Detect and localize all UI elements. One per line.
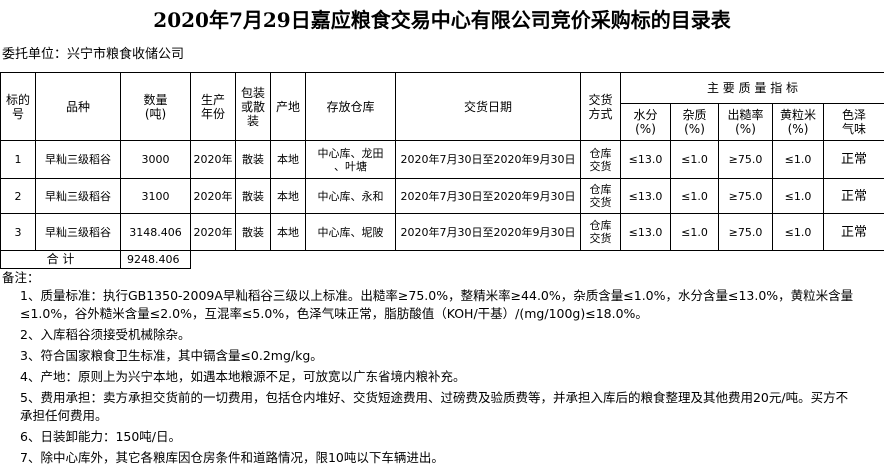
empty-cell (236, 251, 271, 269)
header-cell: 存放仓库 (305, 72, 396, 141)
table-cell: 仓库 交货 (580, 140, 621, 179)
table-row: 3 早籼三级稻谷 3148.406 2020年 散装 本地 中心库、坭陂 2020年7月30日… (0, 213, 884, 251)
table-body: 1 早籼三级稻谷 3000 2020年 散装 本地 中心库、龙田 、叶塘 2020年7月30日… (0, 140, 884, 269)
table-cell: 2020年7月30日至2020年9月30日 (395, 213, 581, 251)
table-cell: 1 (0, 140, 36, 179)
table-cell: 仓库 交货 (580, 178, 621, 214)
table-cell: ≤1.0 (670, 178, 719, 214)
table-header: 标的 号品种 数量 (吨) 生产 年份 包装 或散 装产地 存放仓库 交货日期 交货 方式主… (0, 72, 884, 141)
empty-cell (581, 251, 621, 269)
table-cell: ≤1.0 (772, 178, 824, 214)
note: 4、产地：原则上为兴宁本地，如遇本地粮源不足，可放宽以广东省境内粮补充。 (20, 369, 466, 384)
table-cell: 3148.406 (120, 213, 191, 251)
table-cell: 中心库、坭陂 (305, 213, 396, 251)
empty-cell (773, 251, 824, 269)
note: 1、质量标准：执行GB1350-2009A早籼稻谷三级以上标准。出糙率≥75.0… (20, 288, 854, 321)
table-cell: 2020年 (190, 140, 236, 179)
table-cell: 2020年7月30日至2020年9月30日 (395, 140, 581, 179)
table-cell: 中心库、永和 (305, 178, 396, 214)
note: 7、除中心库外，其它各粮库因仓房条件和道路情况，限10吨以下车辆进出。 (20, 450, 444, 465)
empty-cell (824, 251, 884, 269)
quality-subheader: 色泽 气味 (822, 103, 884, 141)
header-cell: 数量 (吨) (120, 72, 191, 141)
entrust: 委托单位：兴宁市粮食收储公司 (2, 47, 185, 62)
table-cell: 散装 (235, 178, 271, 214)
header-cell: 交货日期 (395, 72, 581, 141)
total-value: 9248.406 (120, 250, 191, 269)
table-row: 1 早籼三级稻谷 3000 2020年 散装 本地 中心库、龙田 、叶塘 2020年7月30日… (0, 140, 884, 179)
table-cell: 2020年 (190, 213, 236, 251)
total-row: 合 计 9248.406 (0, 250, 884, 269)
empty-cell (671, 251, 719, 269)
table-cell: ≥75.0 (718, 140, 773, 179)
note: 5、费用承担：卖方承担交货前的一切费用，包括仓内堆好、交货短途费用、过磅费及验质… (20, 390, 849, 423)
header-cell: 标的 号 (0, 72, 36, 141)
table-cell: 早籼三级稻谷 (35, 178, 121, 214)
quality-subheader: 杂质 (%) (670, 103, 719, 141)
empty-cell (621, 251, 671, 269)
header-cell: 交货 方式 (580, 72, 621, 141)
table-cell: 中心库、龙田 、叶塘 (305, 140, 396, 179)
empty-cell (719, 251, 773, 269)
notes: 备注： 1、质量标准：执行GB1350-2009A早籼稻谷三级以上标准。出糙率≥… (0, 269, 884, 467)
table-cell: ≥75.0 (718, 213, 773, 251)
note: 2、入库稻谷须接受机械除杂。 (20, 327, 191, 342)
quality-subheader: 出糙率 (%) (718, 103, 773, 141)
quality-header: 主 要 质 量 指 标 (619, 72, 884, 104)
table-cell: ≤13.0 (620, 140, 671, 179)
table-cell: ≥75.0 (718, 178, 773, 214)
table-cell: 本地 (270, 140, 306, 179)
quality-subheader: 水分 (%) (620, 103, 671, 141)
table-cell: 2020年7月30日至2020年9月30日 (395, 178, 581, 214)
table-cell: ≤1.0 (772, 140, 824, 179)
table-cell: 早籼三级稻谷 (35, 213, 121, 251)
header-cell: 生产 年份 (190, 72, 236, 141)
note: 3、符合国家粮食卫生标准，其中镉含量≤0.2mg/kg。 (20, 348, 323, 363)
empty-cell (396, 251, 581, 269)
total-label: 合 计 (0, 250, 121, 269)
table-cell: 本地 (270, 213, 306, 251)
table-cell: 散装 (235, 213, 271, 251)
table-cell: 早籼三级稻谷 (35, 140, 121, 179)
table-cell: ≤1.0 (670, 213, 719, 251)
quality-subheader: 黄粒米 (%) (772, 103, 824, 141)
table-cell: 本地 (270, 178, 306, 214)
table-cell: ≤13.0 (620, 213, 671, 251)
table-cell: 2020年 (190, 178, 236, 214)
header-cell: 品种 (35, 72, 121, 141)
header-cell: 包装 或散 装 (235, 72, 271, 141)
table-cell: 正常 (822, 213, 884, 251)
empty-cell (271, 251, 306, 269)
table-cell: 仓库 交货 (580, 213, 621, 251)
table-cell: ≤1.0 (670, 140, 719, 179)
empty-cell (191, 251, 236, 269)
notes-label: 备注： (2, 270, 40, 285)
table-cell: 正常 (822, 178, 884, 214)
table-cell: ≤13.0 (620, 178, 671, 214)
table-row: 2 早籼三级稻谷 3100 2020年 散装 本地 中心库、永和 2020年7月30日至202… (0, 178, 884, 214)
table-cell: 3000 (120, 140, 191, 179)
header-cell: 产地 (270, 72, 306, 141)
empty-cell (306, 251, 396, 269)
table-cell: 散装 (235, 140, 271, 179)
table-cell: 2 (0, 178, 36, 214)
table-cell: 正常 (822, 140, 884, 179)
table-cell: ≤1.0 (772, 213, 824, 251)
table-cell: 3100 (120, 178, 191, 214)
note: 6、日装卸能力：150吨/日。 (20, 429, 182, 444)
table-cell: 3 (0, 213, 36, 251)
title: 2020年7月29日嘉应粮食交易中心有限公司竞价采购标的目录表 (153, 8, 731, 32)
bid-table: 标的 号品种 数量 (吨) 生产 年份 包装 或散 装产地 存放仓库 交货日期 交货 方式主… (0, 72, 884, 269)
